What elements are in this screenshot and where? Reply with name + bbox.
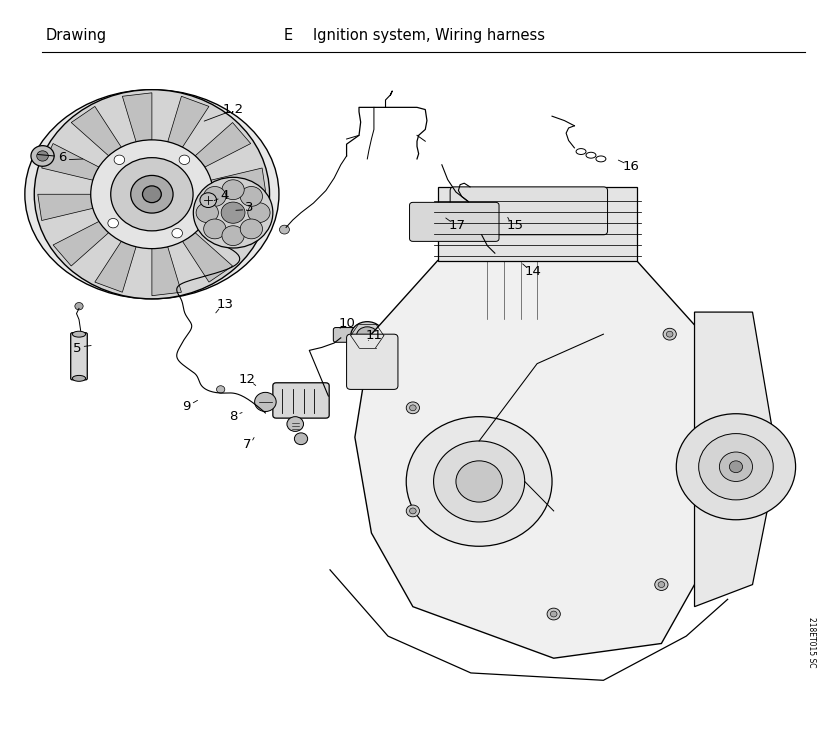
Circle shape <box>217 386 225 393</box>
Text: 7: 7 <box>243 438 251 451</box>
Polygon shape <box>152 247 182 296</box>
Text: 17: 17 <box>448 219 465 232</box>
Ellipse shape <box>73 331 86 337</box>
Circle shape <box>31 145 54 166</box>
Polygon shape <box>354 238 703 658</box>
Polygon shape <box>71 106 121 156</box>
Circle shape <box>91 140 213 249</box>
Circle shape <box>111 157 193 231</box>
Circle shape <box>655 579 668 591</box>
Circle shape <box>203 186 226 206</box>
Text: 13: 13 <box>216 298 234 311</box>
Circle shape <box>663 328 676 340</box>
Circle shape <box>409 508 416 514</box>
Circle shape <box>495 249 505 257</box>
Polygon shape <box>95 241 136 292</box>
Text: 5: 5 <box>73 342 82 355</box>
Circle shape <box>222 226 244 246</box>
Text: 3: 3 <box>245 201 254 214</box>
Circle shape <box>248 203 270 223</box>
Circle shape <box>658 582 665 588</box>
Text: 218ET015 SC: 218ET015 SC <box>807 617 816 668</box>
Text: 15: 15 <box>506 219 523 232</box>
Circle shape <box>37 151 48 161</box>
Polygon shape <box>211 168 266 194</box>
Circle shape <box>196 203 219 223</box>
Circle shape <box>406 505 420 517</box>
Circle shape <box>409 405 416 411</box>
Circle shape <box>200 193 217 208</box>
Text: 9: 9 <box>183 400 191 413</box>
FancyBboxPatch shape <box>347 334 398 390</box>
Circle shape <box>406 402 420 414</box>
Ellipse shape <box>25 90 279 299</box>
Circle shape <box>193 177 273 248</box>
Circle shape <box>729 461 742 473</box>
Circle shape <box>143 186 161 203</box>
Text: 8: 8 <box>229 410 237 423</box>
Circle shape <box>75 303 83 310</box>
Circle shape <box>666 331 673 337</box>
Circle shape <box>203 219 226 239</box>
Polygon shape <box>168 96 209 147</box>
Text: 12: 12 <box>239 373 256 387</box>
Circle shape <box>279 225 289 234</box>
Polygon shape <box>183 233 233 282</box>
Text: Drawing: Drawing <box>46 28 107 43</box>
Text: 14: 14 <box>525 265 541 278</box>
FancyBboxPatch shape <box>450 187 607 234</box>
Polygon shape <box>695 312 777 607</box>
Circle shape <box>547 608 560 620</box>
Circle shape <box>222 180 244 200</box>
Circle shape <box>720 452 752 482</box>
Text: E: E <box>284 28 293 43</box>
Circle shape <box>108 218 118 228</box>
Ellipse shape <box>351 322 384 349</box>
Circle shape <box>179 155 189 165</box>
Polygon shape <box>42 143 99 180</box>
Text: 4: 4 <box>221 189 229 203</box>
Ellipse shape <box>356 326 378 344</box>
Circle shape <box>254 393 276 412</box>
Text: Ignition system, Wiring harness: Ignition system, Wiring harness <box>313 28 545 43</box>
Circle shape <box>240 219 263 239</box>
Circle shape <box>406 417 552 546</box>
Circle shape <box>456 461 502 502</box>
Polygon shape <box>438 187 636 260</box>
Circle shape <box>294 433 308 444</box>
FancyBboxPatch shape <box>409 203 499 241</box>
Polygon shape <box>53 221 108 266</box>
FancyBboxPatch shape <box>334 327 356 342</box>
Circle shape <box>676 414 796 519</box>
Circle shape <box>434 441 525 522</box>
Text: 1,2: 1,2 <box>223 103 244 116</box>
Text: 16: 16 <box>622 160 639 173</box>
Circle shape <box>699 433 773 500</box>
Polygon shape <box>38 194 93 220</box>
FancyBboxPatch shape <box>273 383 329 418</box>
Circle shape <box>221 202 245 223</box>
Text: 10: 10 <box>338 317 355 329</box>
Circle shape <box>114 155 124 165</box>
Circle shape <box>287 417 304 431</box>
Circle shape <box>240 186 263 206</box>
Circle shape <box>172 229 183 238</box>
Circle shape <box>550 611 557 617</box>
FancyBboxPatch shape <box>71 332 88 380</box>
Text: 6: 6 <box>58 151 67 164</box>
Polygon shape <box>123 93 152 142</box>
Ellipse shape <box>73 375 86 381</box>
Polygon shape <box>195 122 251 167</box>
Circle shape <box>34 90 269 299</box>
Polygon shape <box>205 209 262 245</box>
Text: 11: 11 <box>365 329 383 342</box>
Circle shape <box>131 175 173 213</box>
